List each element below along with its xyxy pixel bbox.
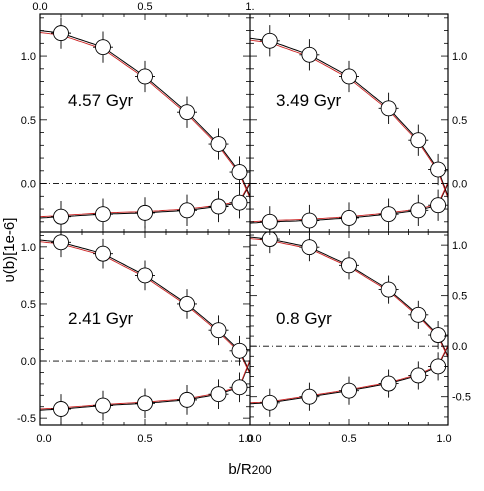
data-point (53, 208, 69, 225)
data-point (95, 39, 111, 56)
data-point (430, 197, 447, 214)
panel-1-plot (40, 17, 250, 232)
x-axis-label-main: b/R (228, 461, 252, 478)
panel-1: 4.57 Gyr (39, 14, 251, 232)
data-point (410, 202, 427, 219)
data-point (95, 206, 111, 223)
data-point (380, 375, 397, 392)
bottom-right-x-tick-label: 1.0 (436, 433, 451, 445)
data-point (95, 245, 111, 262)
data-point (137, 204, 153, 221)
data-point (380, 206, 397, 223)
data-point (231, 379, 248, 396)
y-tick-label-left: 1.0 (21, 51, 36, 63)
y-tick-label-left: 0.5 (21, 299, 36, 311)
data-point (261, 213, 278, 230)
top-x-tick-label: 0.5 (137, 1, 152, 13)
data-point (301, 212, 318, 229)
data-point (210, 136, 227, 152)
panel-label: 2.41 Gyr (68, 309, 134, 328)
data-point (210, 386, 227, 403)
data-point (430, 358, 447, 375)
upper-fit-curve (40, 30, 250, 197)
bottom-left-x-tick-label: 0.0 (36, 433, 51, 445)
y-axis-label: υ(b)[1e-6] (1, 218, 18, 283)
panel-2-plot (250, 25, 448, 232)
data-point (179, 202, 195, 219)
panel-2: 3.49 Gyr (249, 14, 449, 232)
data-point (301, 239, 318, 256)
panel-3-plot (40, 232, 250, 424)
bottom-right-x-tick-label: 0.0 (246, 433, 261, 445)
data-point (137, 267, 153, 284)
data-point (410, 367, 427, 384)
data-point (231, 342, 248, 359)
data-point (231, 194, 248, 211)
y-tick-label-right: 0.0 (452, 179, 467, 191)
x-axis-label-sub: 200 (252, 463, 272, 477)
y-tick-label-right: 1.0 (452, 240, 467, 252)
y-tick-label-right: 0.0 (452, 341, 467, 353)
panel-4: 0.8 Gyr (249, 232, 449, 425)
data-point (137, 68, 153, 85)
panel-label: 3.49 Gyr (276, 91, 342, 110)
plot-frame (39, 13, 449, 426)
data-point (210, 198, 227, 215)
top-x-tick-label: 1. (245, 1, 254, 13)
data-point (410, 306, 427, 323)
bottom-left-x-tick-label: 1.0 (238, 433, 253, 445)
y-tick-label-left: 1.0 (21, 242, 36, 254)
data-point (430, 161, 447, 178)
bottom-right-x-tick-label: 0.5 (341, 433, 356, 445)
x-axis-label: b/R200 (228, 461, 272, 478)
panel-3: 2.41 Gyr (39, 232, 251, 425)
data-point (261, 32, 278, 49)
data-point (261, 394, 278, 411)
data-point (380, 100, 397, 117)
data-point (53, 234, 69, 251)
y-tick-label-left: 0.0 (21, 356, 36, 368)
upper-model-curve (40, 32, 250, 199)
panel-label: 4.57 Gyr (68, 91, 134, 110)
data-point (380, 281, 397, 298)
outer-frame (39, 13, 449, 426)
y-tick-label-left: -0.5 (17, 413, 36, 425)
y-tick-label-right: 0.5 (452, 115, 467, 127)
tick-labels: 0.0 0.5 1.0.0 0.5 1.00.0 0.5 1.00.00.51.00.00.… (17, 1, 471, 445)
y-tick-label-left: 0.0 (21, 179, 36, 191)
data-point (231, 164, 248, 181)
data-point (341, 210, 357, 226)
top-x-tick-label: 0.0 (32, 1, 47, 13)
panel-4-plot (250, 232, 448, 417)
bottom-left-x-tick-label: 0.5 (137, 433, 152, 445)
data-point (301, 46, 318, 63)
panels: 4.57 Gyr 3.49 Gyr 2.41 Gyr 0.8 Gyr (39, 14, 449, 425)
y-tick-label-right: 1.0 (452, 51, 467, 63)
data-point (430, 327, 447, 344)
data-point (95, 397, 111, 414)
data-point (410, 132, 427, 149)
data-point (179, 391, 195, 408)
data-point (179, 295, 195, 312)
data-point (341, 382, 357, 399)
y-tick-label-right: -0.5 (452, 392, 471, 404)
data-point (53, 25, 69, 42)
data-point (53, 401, 69, 417)
panel-label: 0.8 Gyr (276, 309, 332, 328)
data-point (261, 232, 278, 248)
data-point (137, 395, 153, 412)
upper-fit-curve (40, 239, 250, 373)
data-point (341, 68, 357, 85)
y-tick-label-right: 0.5 (452, 291, 467, 303)
data-point (210, 322, 227, 339)
y-tick-label-left: 0.5 (21, 115, 36, 127)
data-point (301, 388, 318, 405)
data-point (179, 104, 195, 121)
data-point (341, 257, 357, 274)
